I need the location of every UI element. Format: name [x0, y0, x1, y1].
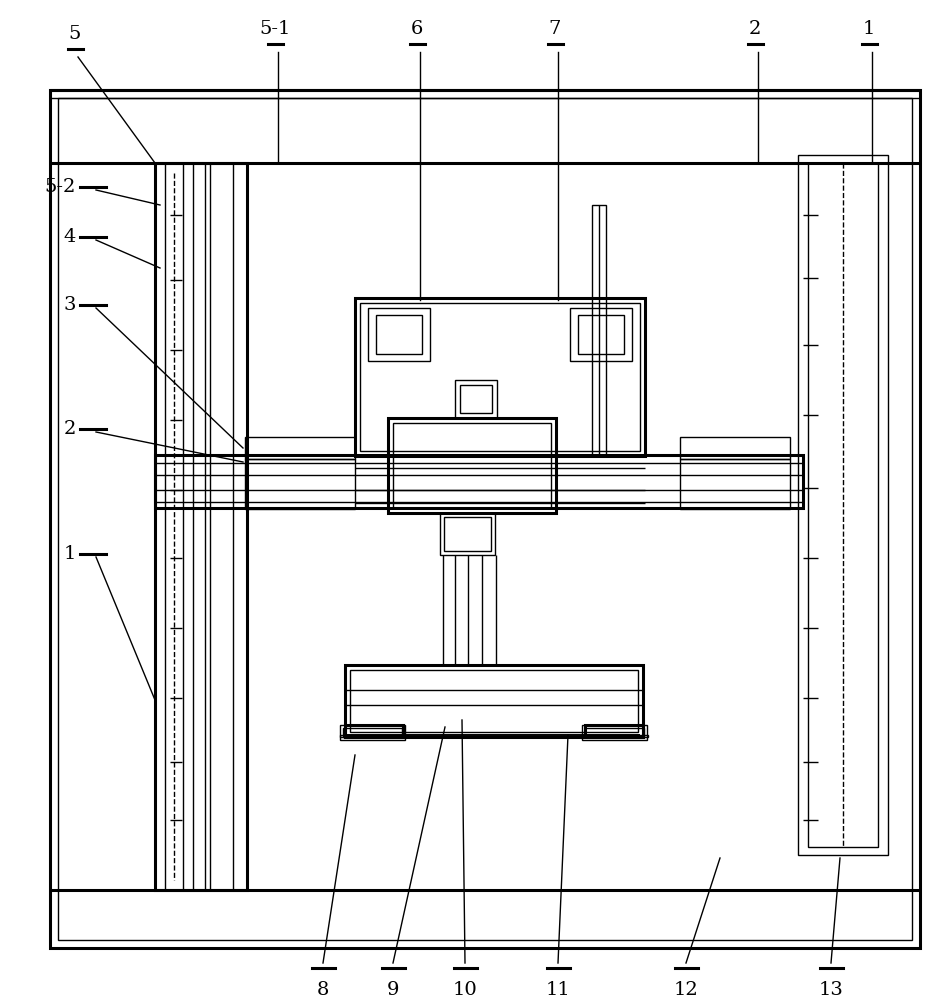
Text: 1: 1: [64, 545, 76, 563]
Bar: [155, 163, 247, 890]
Bar: [155, 455, 803, 508]
Bar: [165, 163, 183, 890]
Text: 2: 2: [64, 420, 76, 438]
Text: 4: 4: [64, 228, 76, 246]
Text: 10: 10: [452, 981, 477, 999]
Bar: [376, 315, 422, 354]
Bar: [343, 728, 402, 737]
Bar: [245, 459, 355, 509]
Bar: [460, 385, 492, 413]
Bar: [580, 735, 648, 737]
Text: 3: 3: [64, 296, 76, 314]
Bar: [578, 315, 624, 354]
Bar: [585, 725, 643, 737]
Bar: [444, 517, 491, 551]
Text: 5-2: 5-2: [45, 178, 76, 196]
Bar: [193, 163, 233, 890]
Text: 5-1: 5-1: [259, 20, 290, 38]
Text: 2: 2: [749, 20, 762, 38]
Bar: [440, 513, 495, 555]
Bar: [393, 423, 551, 508]
Bar: [350, 670, 638, 732]
Bar: [340, 735, 408, 737]
Bar: [680, 459, 790, 509]
Bar: [155, 490, 803, 502]
Bar: [245, 437, 355, 459]
Bar: [205, 163, 210, 890]
Bar: [798, 155, 888, 855]
Text: 9: 9: [387, 981, 399, 999]
Bar: [155, 463, 803, 475]
Bar: [58, 98, 912, 940]
Bar: [360, 303, 640, 451]
Text: 6: 6: [411, 20, 424, 38]
Bar: [368, 308, 430, 361]
Text: 5: 5: [69, 25, 81, 43]
Text: 7: 7: [548, 20, 561, 38]
Bar: [355, 298, 645, 456]
Bar: [388, 418, 556, 513]
Bar: [585, 728, 644, 737]
Bar: [345, 665, 643, 737]
Bar: [570, 308, 632, 361]
Bar: [340, 725, 405, 740]
Bar: [345, 725, 403, 737]
Text: 12: 12: [674, 981, 699, 999]
Bar: [50, 90, 920, 948]
Bar: [455, 380, 497, 418]
Text: 13: 13: [819, 981, 843, 999]
Bar: [808, 163, 878, 847]
Bar: [582, 725, 647, 740]
Text: 8: 8: [317, 981, 329, 999]
Text: 1: 1: [863, 20, 875, 38]
Bar: [592, 205, 606, 455]
Bar: [680, 437, 790, 459]
Text: 11: 11: [545, 981, 570, 999]
